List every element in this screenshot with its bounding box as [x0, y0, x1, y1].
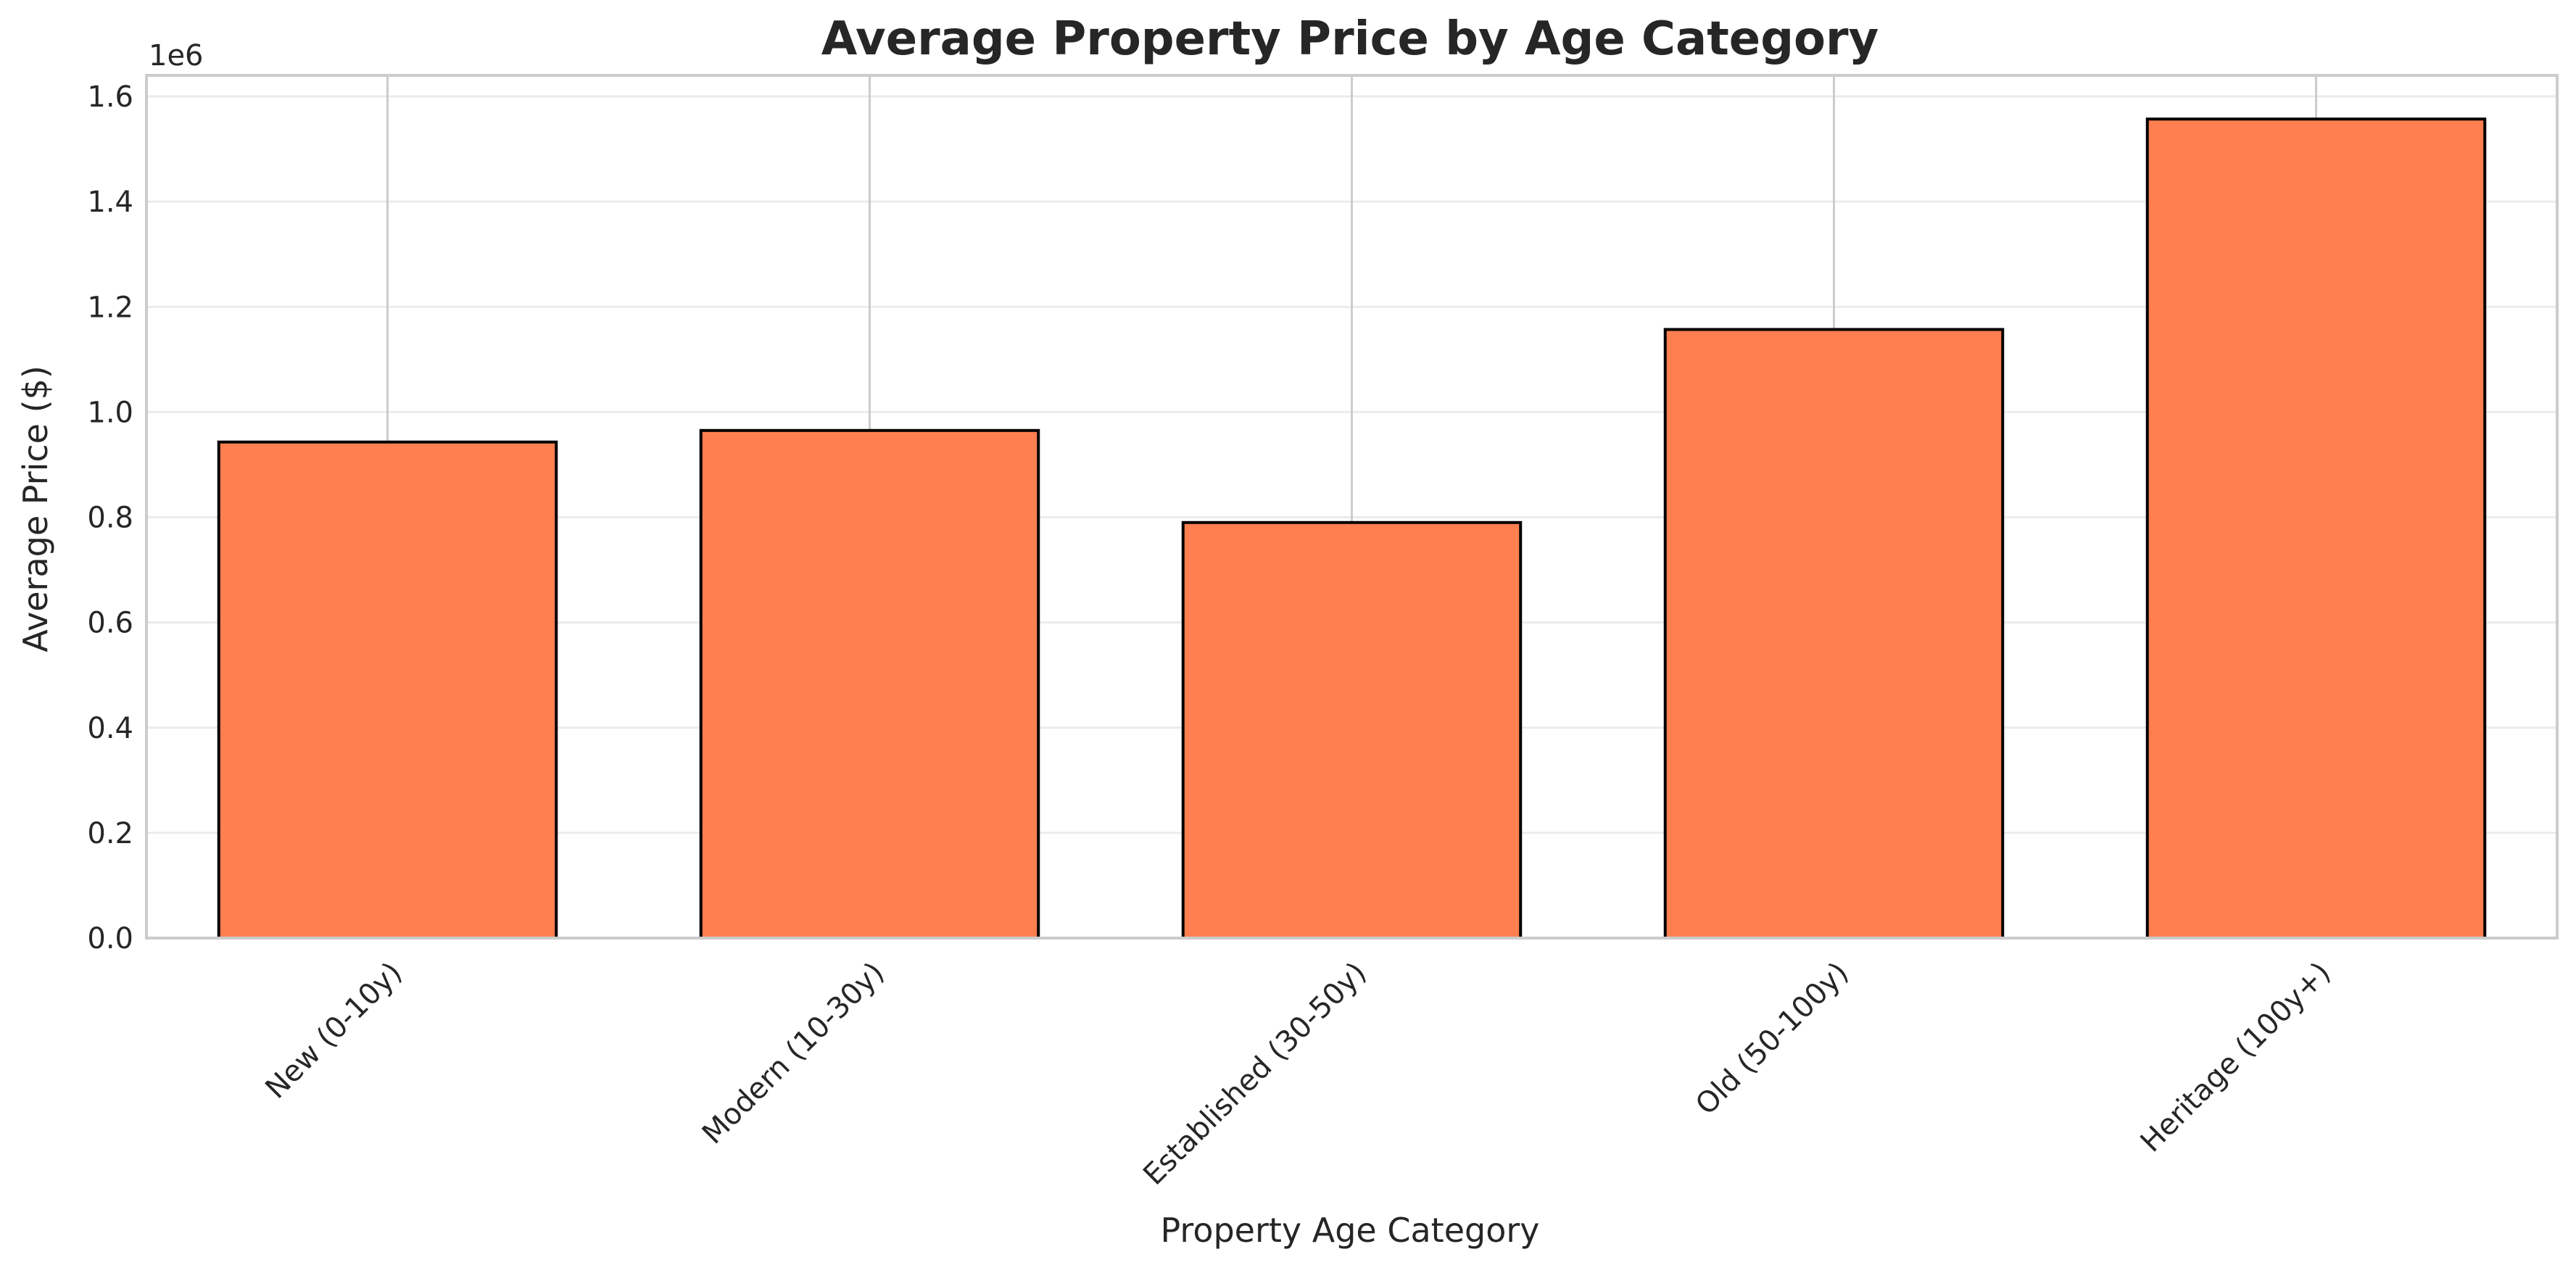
x-axis-ticks: New (0-10y) Modern (10-30y) Established (3…: [259, 956, 2337, 1192]
bar: [217, 440, 558, 940]
y-tick-label: 0.4: [87, 712, 133, 745]
y-axis-label: Average Price ($): [16, 365, 55, 652]
y-tick-label: 1.4: [87, 186, 133, 219]
y-axis-offset-label: 1e6: [149, 39, 204, 72]
x-tick-label: Heritage (100y+): [2134, 956, 2337, 1159]
x-tick-label: Modern (10-30y): [696, 956, 891, 1151]
plot-frame: [145, 74, 2559, 940]
y-tick-label: 0.8: [87, 502, 133, 535]
x-tick-label: New (0-10y): [259, 956, 408, 1106]
x-tick-label: Established (30-50y): [1137, 956, 1372, 1192]
y-tick-label: 1.6: [87, 80, 133, 114]
y-tick-label: 1.2: [87, 291, 133, 324]
y-tick-label: 0.0: [87, 922, 133, 955]
bar: [2145, 117, 2487, 940]
chart-title: Average Property Price by Age Category: [821, 12, 1879, 66]
y-tick-label: 1.0: [87, 396, 133, 429]
bar: [1663, 328, 2005, 940]
bar: [1181, 521, 1523, 940]
bar-layer: [217, 117, 2487, 940]
y-tick-label: 0.6: [87, 607, 133, 640]
x-axis-label: Property Age Category: [1161, 1211, 1540, 1250]
x-tick-label: Old (50-100y): [1689, 956, 1855, 1122]
bar: [699, 428, 1040, 940]
y-axis-ticks: 0.0 0.2 0.4 0.6 0.8 1.0 1.2 1.4 1.6: [87, 80, 133, 955]
y-tick-label: 0.2: [87, 817, 133, 850]
